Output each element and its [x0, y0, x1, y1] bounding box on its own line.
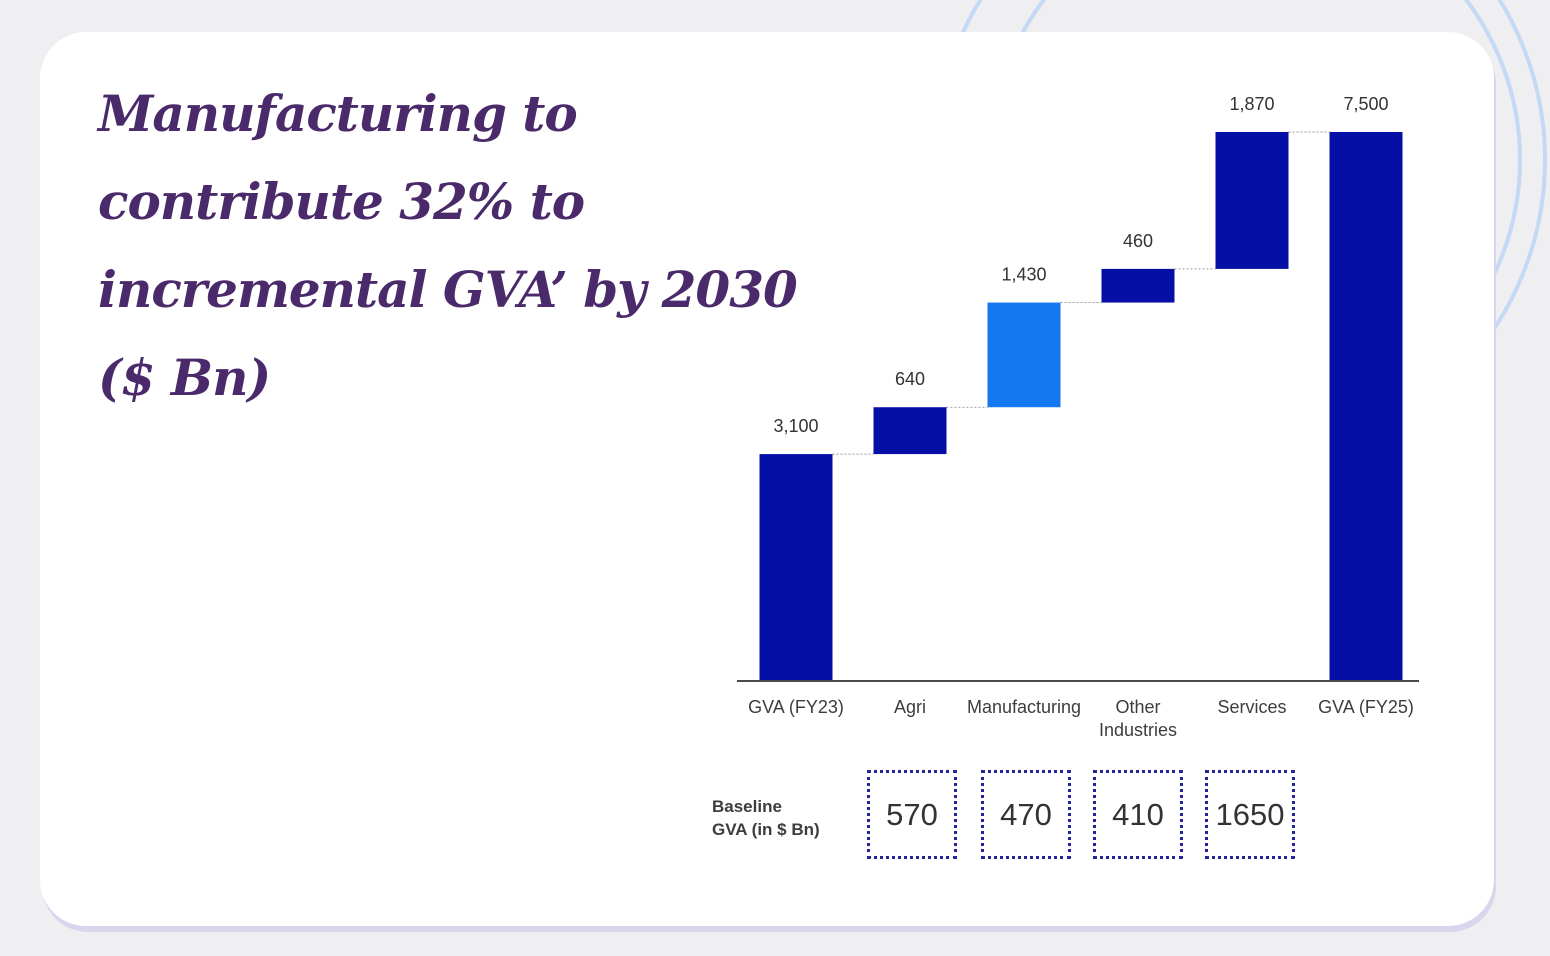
category-label-agri: Agri: [894, 697, 926, 717]
baseline-box-services: 1650: [1205, 770, 1295, 859]
baseline-box-other-industries: 410: [1093, 770, 1183, 859]
category-labels-group: GVA (FY23) Agri Manufacturing Other Industri…: [748, 697, 1414, 740]
value-label-gva-fy25: 7,500: [1343, 94, 1388, 114]
baseline-box-manufacturing: 470: [981, 770, 1071, 859]
category-label-services: Services: [1217, 697, 1286, 717]
value-label-gva-fy23: 3,100: [773, 416, 818, 436]
category-label-other-industries: Other Industries: [1099, 697, 1177, 740]
connector-lines: [832, 131, 1330, 455]
value-label-other-industries: 460: [1123, 231, 1153, 251]
value-label-agri: 640: [895, 369, 925, 389]
bar-manufacturing: [987, 302, 1061, 408]
chart-title: Manufacturing to contribute 32% to incre…: [98, 84, 798, 407]
baseline-box-agri: 570: [867, 770, 957, 859]
bar-other-industries: [1101, 268, 1175, 303]
baseline-label: Baseline GVA (in $ Bn): [712, 795, 820, 841]
baseline-label-line1: Baseline: [712, 797, 782, 816]
value-label-manufacturing: 1,430: [1001, 265, 1046, 285]
category-label-manufacturing: Manufacturing: [967, 697, 1081, 717]
bars-group: [759, 132, 1403, 681]
bar-gva-fy23: [759, 454, 833, 681]
baseline-label-line2: GVA (in $ Bn): [712, 820, 820, 839]
value-label-services: 1,870: [1229, 94, 1274, 114]
bar-gva-fy25: [1329, 132, 1403, 681]
category-label-gva-fy25: GVA (FY25): [1318, 697, 1414, 717]
bar-services: [1215, 132, 1289, 269]
category-label-gva-fy23: GVA (FY23): [748, 697, 844, 717]
bar-agri: [873, 407, 947, 455]
value-labels-group: 3,100 640 1,430 460 1,870 7,500: [773, 94, 1388, 436]
